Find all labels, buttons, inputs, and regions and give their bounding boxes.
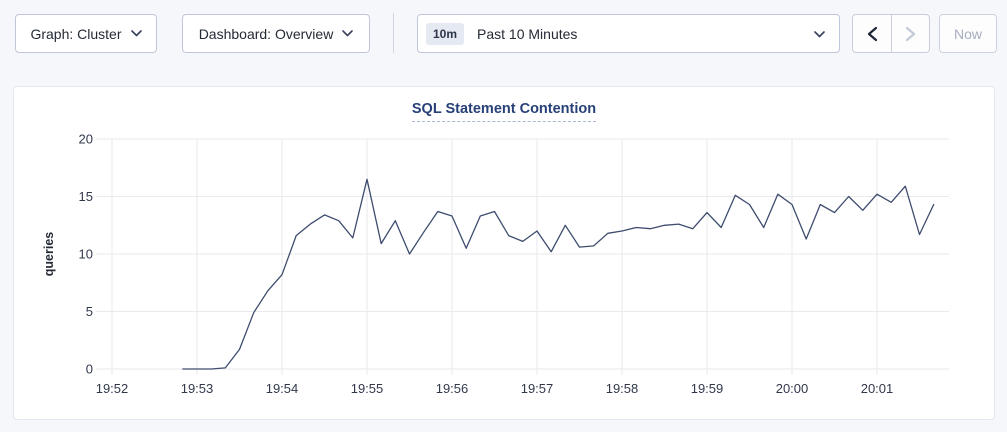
time-back-button[interactable] [853, 15, 891, 52]
x-tick-label: 19:59 [691, 381, 724, 396]
time-nav-group [852, 14, 930, 53]
chevron-right-icon [905, 26, 916, 41]
x-tick-label: 19:54 [266, 381, 299, 396]
toolbar: Graph: Cluster Dashboard: Overview 10m P… [0, 0, 1007, 70]
x-tick-label: 19:52 [96, 381, 129, 396]
x-tick-label: 20:01 [861, 381, 894, 396]
toolbar-divider [393, 13, 394, 53]
y-tick-label: 10 [79, 247, 93, 262]
y-axis-label: queries [42, 232, 56, 277]
x-tick-label: 19:53 [181, 381, 214, 396]
y-tick-label: 15 [79, 189, 93, 204]
x-tick-label: 19:58 [606, 381, 639, 396]
y-tick-label: 5 [86, 304, 93, 319]
dashboard-dropdown-label: Dashboard: Overview [198, 25, 334, 42]
time-forward-button[interactable] [891, 15, 929, 52]
graph-dropdown[interactable]: Graph: Cluster [15, 14, 157, 53]
time-range-picker[interactable]: 10m Past 10 Minutes [417, 14, 840, 53]
dashboard-dropdown[interactable]: Dashboard: Overview [182, 14, 370, 53]
chevron-down-icon [342, 30, 354, 37]
graph-dropdown-label: Graph: Cluster [30, 25, 122, 42]
now-button[interactable]: Now [939, 14, 997, 53]
x-tick-label: 19:57 [521, 381, 554, 396]
series-line [182, 178, 935, 370]
chevron-down-icon [130, 30, 142, 37]
chevron-left-icon [867, 26, 877, 41]
x-tick-label: 19:55 [351, 381, 384, 396]
chart-title[interactable]: SQL Statement Contention [411, 101, 597, 122]
chart-title-row: SQL Statement Contention [14, 100, 994, 122]
y-tick-label: 20 [79, 132, 93, 147]
y-tick-label: 0 [86, 362, 93, 377]
time-range-badge: 10m [426, 22, 465, 45]
x-tick-label: 19:56 [436, 381, 469, 396]
time-range-label: Past 10 Minutes [477, 25, 578, 42]
chart-card: SQL Statement Contention 0 5 10 15 20 19:52 19… [13, 86, 995, 420]
chart-svg: 0 5 10 15 20 19:52 19:53 19:54 19:55 19:56 19:57 19… [42, 132, 949, 396]
chevron-down-icon [814, 31, 825, 38]
x-tick-label: 20:00 [776, 381, 809, 396]
